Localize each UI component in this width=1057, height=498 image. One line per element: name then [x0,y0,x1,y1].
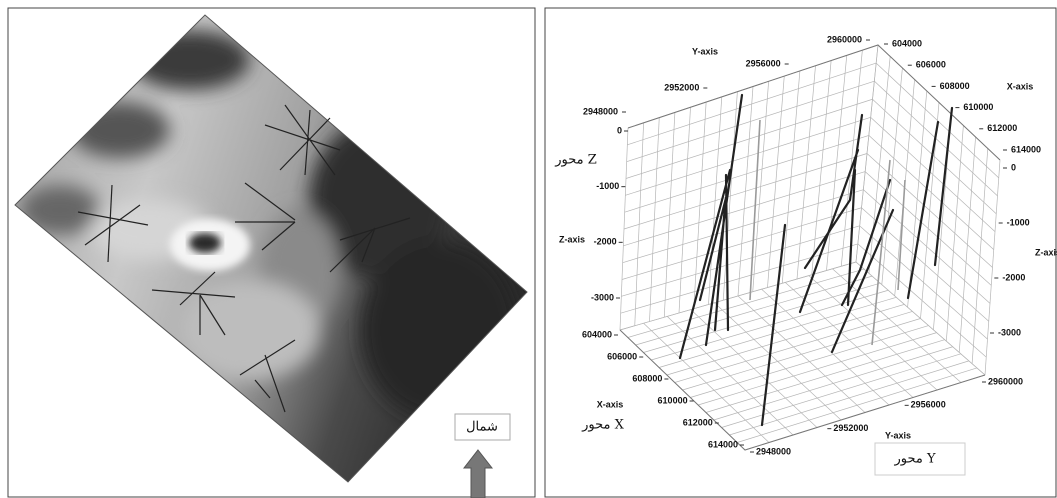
well-symbol [77,184,149,263]
map-shading [20,30,520,420]
grid-line [624,135,869,213]
map-border [14,14,528,483]
box-edge [619,329,986,451]
tick-label: 2948000 [756,446,791,456]
grid-line [863,189,991,304]
grid-line [721,353,961,428]
well-traces [678,93,954,427]
grid-line [872,98,997,215]
tick-label: 2960000 [988,376,1023,386]
tick-label: 604000 [582,329,612,339]
grid-line [620,243,858,314]
box-grid [619,44,1001,451]
tick-label: -2000 [594,237,617,247]
persian-axis-label: محور Y [893,452,935,467]
grid-line [619,261,857,331]
tick-label: 2960000 [827,34,862,44]
right-panel-frame [544,7,1057,498]
grid-line [623,171,866,247]
grid-line [623,153,868,230]
grid-line [643,282,881,353]
tick-label: -3000 [591,292,614,302]
grid-line [621,225,860,297]
tick-label: 604000 [892,38,922,48]
axis-title: X-axis [1007,81,1034,91]
tick-label: 2948000 [583,106,618,116]
axis-title: Z-axis [1035,247,1057,257]
well-trace [871,159,906,346]
tick-label: 610000 [658,395,688,405]
tick-label: 610000 [963,102,993,112]
grid-line [861,207,989,322]
tick-label: -1000 [1007,217,1030,227]
tick-label: 614000 [708,439,738,449]
tick-label: 614000 [1011,144,1041,154]
tick-label: 608000 [632,373,662,383]
tick-label: 2956000 [746,58,781,68]
grid-line [698,332,937,406]
grid-line [621,207,862,280]
tick-label: 0 [617,125,622,135]
grid-line [627,62,877,146]
grid-line [737,367,978,443]
grid-line [870,117,996,232]
tick-label: 2952000 [833,423,868,433]
grid-line [729,360,969,436]
well-symbol [235,182,296,251]
well-symbol [264,104,341,176]
persian-axis-label: محور Z [554,153,597,168]
label-box [874,442,966,476]
grid-line [682,318,921,391]
well-trace [749,119,761,301]
north-box [454,413,511,441]
well-symbol [151,271,236,336]
axis-title: Y-axis [885,430,911,440]
grid-line [625,98,873,179]
tick-label: -2000 [1002,272,1025,282]
axis-title: X-axis [597,399,624,409]
tick-label: -1000 [596,181,619,191]
well-symbols [77,104,411,413]
axis-title: Z-axis [559,234,585,244]
tick-label: 612000 [683,417,713,427]
well-trace [906,106,954,300]
well-trace [760,223,787,427]
grid-line [713,346,953,421]
grid-line [622,189,864,264]
grid-line [626,80,875,162]
grid-line [690,325,929,398]
north-label: شمال [466,420,498,435]
north-arrow [462,449,494,498]
tick-label: 2956000 [911,400,946,410]
well-symbol [329,217,411,273]
grid-line [868,135,994,250]
well-trace [798,113,895,354]
grid-line [658,296,897,368]
tick-label: 608000 [940,81,970,91]
well-symbol [239,339,296,413]
grid-line [625,116,871,196]
grid-line [666,304,905,376]
tick-label: 606000 [607,351,637,361]
axis-title: Y-axis [692,46,718,56]
tick-label: 612000 [987,123,1017,133]
tick-label: 606000 [916,60,946,70]
grid-line [635,275,873,346]
tick-label: 2952000 [664,82,699,92]
tick-label: 0 [1011,162,1016,172]
map-core [189,233,221,253]
well-trace [678,93,744,360]
grid-line [627,268,865,338]
tick-label: -3000 [998,327,1021,337]
grid-line [674,311,913,383]
grid-line [705,339,945,413]
persian-axis-label: محور X [581,418,624,433]
grid-line [866,153,993,268]
box-edge [627,44,1001,161]
grid-line [875,62,999,179]
